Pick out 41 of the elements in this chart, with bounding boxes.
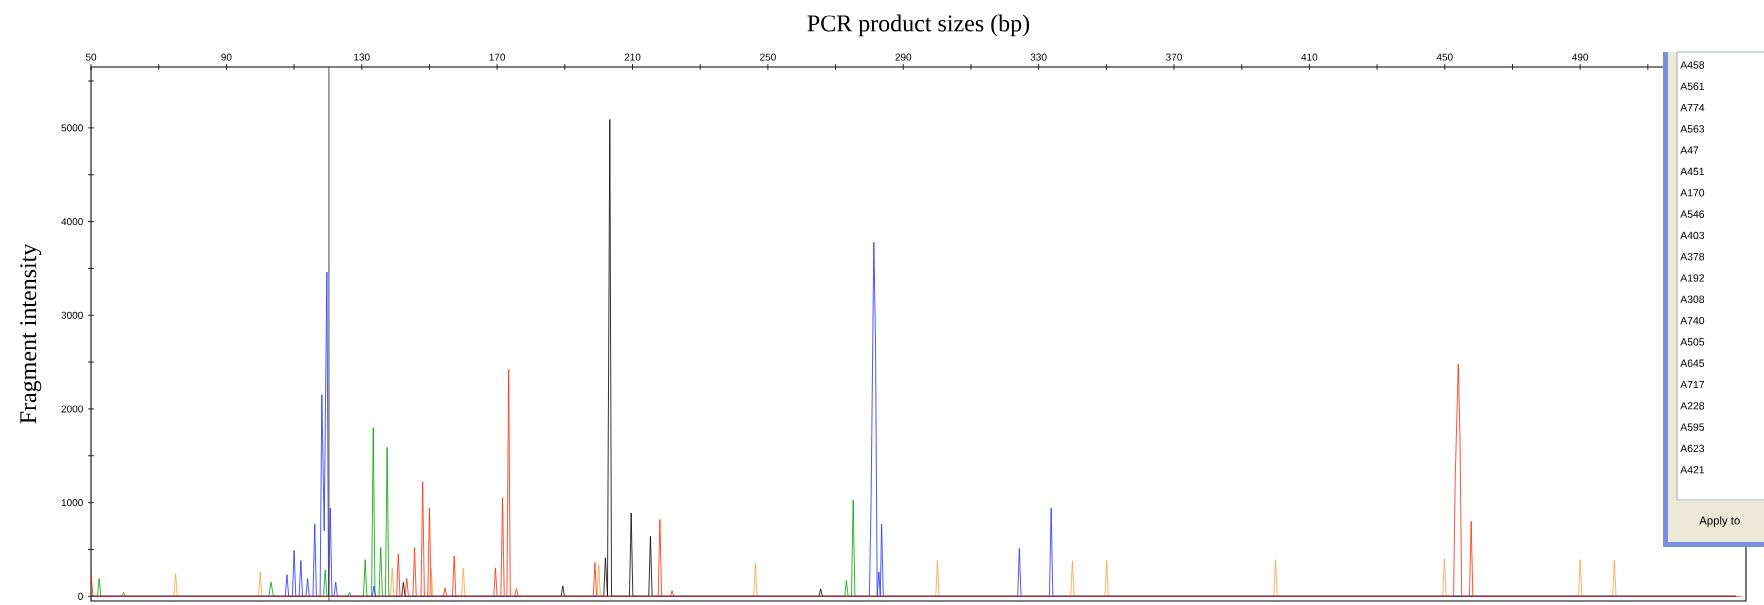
- annotation: A774: [1680, 104, 1705, 112]
- annotation: A308: [1680, 295, 1705, 303]
- annotation: A740: [1680, 316, 1705, 325]
- annotation: A717: [1680, 380, 1705, 389]
- annotation: A403: [1680, 231, 1705, 240]
- y-tick-label: 0: [78, 592, 83, 600]
- annotation: A623: [1680, 444, 1705, 453]
- x-tick-label: 170: [489, 53, 506, 61]
- annotation: A505: [1680, 338, 1705, 346]
- y-tick-label: 2000: [61, 405, 83, 413]
- annotation: A170: [1680, 189, 1705, 197]
- x-tick-label: 330: [1030, 53, 1047, 61]
- annotation: A563: [1680, 125, 1705, 133]
- annotation: A228: [1680, 402, 1705, 410]
- annotation: A546: [1680, 210, 1705, 218]
- annotation: A421: [1680, 466, 1705, 474]
- x-tick-label: 210: [624, 53, 641, 61]
- annotation: A192: [1680, 274, 1705, 282]
- annotation: A645: [1680, 359, 1705, 367]
- x-tick-label: 410: [1301, 53, 1318, 61]
- annotation: A451: [1680, 167, 1705, 176]
- annotation: A561: [1680, 82, 1705, 90]
- x-tick-label: 90: [221, 53, 232, 61]
- annotation: A378: [1680, 253, 1705, 261]
- annotation: Apply to: [1699, 516, 1740, 527]
- x-tick-label: 290: [895, 53, 912, 61]
- y-tick-label: 1000: [61, 499, 83, 507]
- annotation: A595: [1680, 423, 1705, 431]
- x-tick-label: 130: [354, 53, 370, 61]
- x-axis-title: PCR product sizes (bp): [807, 14, 1030, 37]
- y-tick-label: 4000: [61, 218, 83, 226]
- annotation: A458: [1680, 61, 1705, 69]
- y-tick-label: 5000: [61, 124, 83, 132]
- x-tick-label: 370: [1166, 53, 1182, 61]
- x-tick-label: 490: [1572, 53, 1589, 61]
- annotation: A47: [1680, 146, 1699, 154]
- y-tick-label: 3000: [61, 311, 83, 319]
- x-tick-label: 450: [1436, 53, 1453, 61]
- x-tick-label: 50: [85, 53, 97, 61]
- x-tick-label: 250: [760, 53, 776, 61]
- y-axis-title: Fragment intensity: [20, 243, 42, 424]
